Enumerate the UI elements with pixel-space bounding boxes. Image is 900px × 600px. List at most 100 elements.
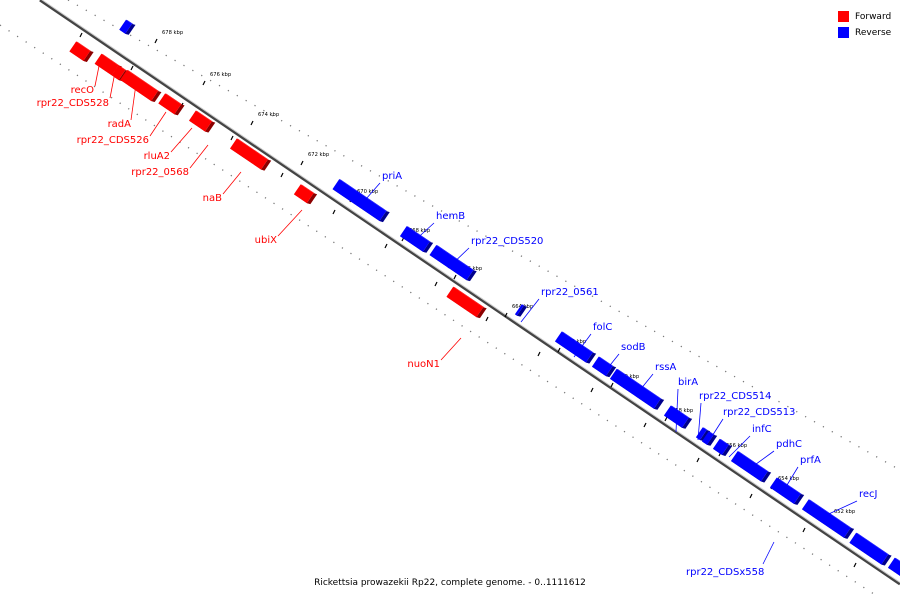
reverse-gene-box-0-face: [119, 19, 132, 34]
reverse-gene-box-4-face: [514, 304, 524, 316]
rlua2-leader-line: [170, 127, 193, 153]
gene-label-pria: priA: [382, 171, 402, 182]
reverse-gene-box-3-top: [436, 245, 475, 271]
legend-forward-label: Forward: [855, 11, 892, 22]
gene-label-rpr22-cds528: rpr22_CDS528: [37, 98, 109, 109]
reverse-gene-box-11-side: [721, 444, 733, 456]
tick-mark-lower: [384, 243, 388, 249]
legend-reverse-swatch: [838, 27, 849, 38]
gene-label-sodb: sodB: [621, 342, 646, 353]
reverse-gene-box-16: [887, 557, 900, 576]
legend-forward-swatch: [838, 11, 849, 22]
forward-gene-box-nab-face: [230, 138, 268, 170]
gene-label-pdhc: pdhC: [776, 439, 802, 450]
reverse-gene-box-6-top: [598, 356, 615, 367]
gene-label-bira: birA: [678, 377, 698, 388]
rpr22-cds514-leader-line: [697, 402, 702, 441]
rpr22-cds513-leader-line: [706, 418, 724, 445]
nab-leader-line: [222, 171, 242, 195]
reverse-gene-box-13-face: [769, 477, 801, 504]
forward-gene-box-nuon1: [446, 286, 487, 319]
reverse-gene-box-1: [332, 179, 390, 223]
folc-leader-line: [573, 333, 592, 358]
reverse-gene-box-11-top: [719, 438, 731, 446]
reverse-gene-box-12-top: [737, 451, 770, 472]
reverse-gene-box-15-side: [881, 554, 892, 566]
gene-label-hemb: hemB: [436, 211, 465, 222]
reverse-gene-box-11: [712, 438, 733, 456]
reverse-gene-box-14-side: [843, 527, 855, 539]
reverse-gene-box-6: [591, 356, 617, 378]
genome-axis-highlight: [41, 0, 900, 583]
tick-label: 676 kbp: [210, 72, 232, 78]
nuon1-leader-line: [440, 337, 462, 361]
tick-mark-upper: [557, 347, 561, 353]
gene-label-nab: naB: [203, 193, 222, 204]
tick-mark-lower: [696, 457, 700, 463]
reverse-gene-box-5-top: [561, 331, 595, 353]
legend-reverse: Reverse: [838, 25, 891, 40]
tick-label: 670 kbp: [357, 189, 379, 195]
tick-mark-lower: [230, 135, 234, 141]
infc-leader-line: [728, 435, 751, 458]
gene-label-prfa: prfA: [800, 455, 821, 466]
tick-mark-lower: [802, 527, 806, 533]
reverse-gene-box-14: [801, 499, 855, 539]
forward-gene-box-rpr22-cds526-top: [126, 69, 160, 92]
reverse-gene-box-1-top: [339, 179, 388, 212]
reverse-gene-box-1-face: [332, 179, 387, 222]
map-caption: Rickettsia prowazekii Rp22, complete gen…: [314, 578, 586, 588]
rssa-leader-line: [635, 373, 654, 396]
reverse-gene-box-3-side: [466, 270, 477, 282]
tick-labels: 678 kbp 676 kbp 674 kbp 672 kbp 670 kbp 668 k…: [162, 30, 856, 515]
forward-gene-box-rpr22-cds528-top: [101, 53, 120, 66]
reverse-gene-box-16-face: [887, 557, 900, 576]
reverse-gene-box-12-face: [730, 451, 768, 482]
reverse-gene-box-5-face: [554, 331, 593, 363]
tick-mark-upper: [453, 274, 457, 280]
tick-label: 654 kbp: [778, 476, 800, 482]
forward-gene-box-rpr22-cds526: [120, 69, 162, 102]
reverse-gene-box-12-side: [760, 471, 772, 483]
tick-mark-upper: [664, 416, 668, 422]
tick-label: 656 kbp: [726, 443, 748, 449]
forward-gene-box-reco-side: [83, 50, 94, 62]
forward-gene-box-nuon1-top: [453, 286, 485, 308]
reverse-gene-box-16-top: [894, 557, 900, 562]
reverse-gene-box-15-top: [856, 532, 890, 555]
reverse-gene-box-7: [609, 368, 665, 410]
legend-forward: Forward: [838, 9, 891, 24]
genome-axis: [39, 0, 900, 586]
reverse-gene-box-12: [730, 451, 772, 483]
reverse-gene-box-2-side: [422, 241, 434, 253]
reverse-gene-box-1-side: [379, 211, 390, 223]
reverse-gene-box-0-top: [125, 19, 134, 25]
reverse-gene-box-0-side: [125, 23, 136, 35]
forward-gene-box-nuon1-side: [476, 307, 487, 319]
forward-gene-box-rpr22-cds526-face: [120, 69, 158, 101]
tick-mark-lower: [749, 493, 753, 499]
tick-mark-lower: [537, 351, 541, 357]
reverse-gene-box-3-face: [429, 245, 474, 281]
gene-label-nuon1: nuoN1: [407, 359, 440, 370]
reverse-gene-box-3: [429, 245, 477, 282]
reverse-gene-box-7-face: [609, 368, 661, 409]
gene-label-ubix: ubiX: [255, 235, 277, 246]
reverse-gene-box-11-face: [712, 438, 729, 455]
forward-gene-box-rpr22-cds526-side: [151, 91, 162, 102]
reverse-gene-box-8: [663, 405, 693, 429]
reverse-gene-box-8-face: [663, 405, 689, 428]
forward-gene-box-rada-face: [111, 65, 126, 81]
rpr22-cdsx558-leader-line: [762, 541, 775, 565]
forward-gene-box-rlua2-top: [165, 93, 183, 105]
hemb-leader-line: [411, 222, 435, 244]
pria-leader-line: [358, 182, 381, 208]
pdhc-leader-line: [747, 450, 775, 471]
rpr22-0561-leader-line: [520, 298, 540, 323]
reverse-gene-box-14-face: [801, 499, 851, 538]
sodb-leader-line: [602, 353, 620, 375]
gene-label-rpr22-cds526: rpr22_CDS526: [77, 135, 149, 146]
reverse-gene-box-6-face: [591, 356, 613, 377]
reverse-gene-box-8-side: [681, 417, 693, 429]
reverse-gene-box-4: [514, 304, 528, 317]
